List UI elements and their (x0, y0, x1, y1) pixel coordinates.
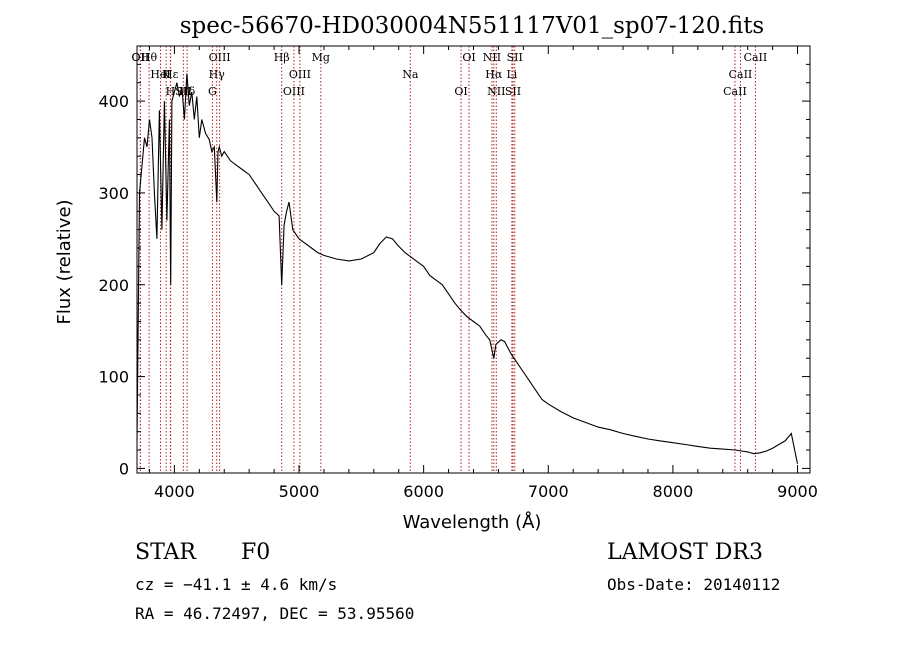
line-label: Hθ (141, 51, 158, 64)
y-tick-label: 200 (98, 276, 129, 295)
x-tick-label: 7000 (528, 482, 569, 501)
redshift-velocity: cz = −41.1 ± 4.6 km/s (135, 575, 337, 594)
line-label: CaII (729, 68, 753, 81)
line-label: H (166, 85, 176, 98)
line-label: Hγ (209, 68, 226, 81)
line-label: Na (402, 68, 419, 81)
line-markers (139, 46, 756, 473)
line-label: OIII (209, 51, 231, 64)
line-label: OII (132, 51, 150, 64)
x-axis-label: Wavelength (Å) (403, 511, 542, 533)
y-tick-label: 400 (98, 92, 129, 111)
line-label: Hα (485, 68, 503, 81)
line-label: SII (507, 51, 523, 64)
observation-date: Obs-Date: 20140112 (607, 575, 780, 594)
y-tick-label: 0 (119, 459, 129, 478)
line-label: CaII (723, 85, 747, 98)
line-label: OI (454, 85, 467, 98)
y-tick-label: 300 (98, 184, 129, 203)
chart-title: spec-56670-HD030004N551117V01_sp07-120.f… (180, 13, 765, 39)
line-label: Li (506, 68, 517, 81)
line-label: OI (462, 51, 475, 64)
line-label: SII (505, 85, 521, 98)
line-label: OII (132, 51, 150, 64)
object-subclass: F0 (241, 540, 270, 565)
line-label: HeI (150, 68, 170, 81)
x-tick-label: 8000 (653, 482, 694, 501)
line-label: OIII (283, 85, 305, 98)
line-label: OIII (289, 68, 311, 81)
line-label: Hε (163, 68, 179, 81)
x-axis-ticks: 4000 5000 6000 7000 8000 9000 (148, 46, 818, 501)
plot-frame (136, 45, 811, 474)
line-label: K (162, 68, 171, 81)
ra-dec-coordinates: RA = 46.72497, DEC = 53.95560 (135, 604, 414, 623)
object-class: STAR (135, 540, 197, 565)
line-label: NII (487, 85, 505, 98)
line-label: NII (483, 51, 501, 64)
line-label: Hβ (274, 51, 290, 64)
spectrum-line (136, 73, 799, 464)
x-tick-label: 6000 (403, 482, 444, 501)
x-tick-label: 9000 (777, 482, 818, 501)
x-tick-label: 5000 (279, 482, 320, 501)
line-labels: HθKHδOIIHeISIIOIIHεHOIIIHγGHβOIIIOIIIMgN… (132, 51, 768, 98)
x-tick-label: 4000 (154, 482, 195, 501)
line-label: CaII (744, 51, 768, 64)
y-tick-label: 100 (98, 368, 129, 387)
survey-name: LAMOST DR3 (607, 540, 763, 565)
line-label: Mg (312, 51, 330, 64)
line-label: G (208, 85, 217, 98)
y-axis-ticks: 0 100 200 300 400 (98, 63, 810, 478)
y-axis-label: Flux (relative) (54, 199, 75, 324)
